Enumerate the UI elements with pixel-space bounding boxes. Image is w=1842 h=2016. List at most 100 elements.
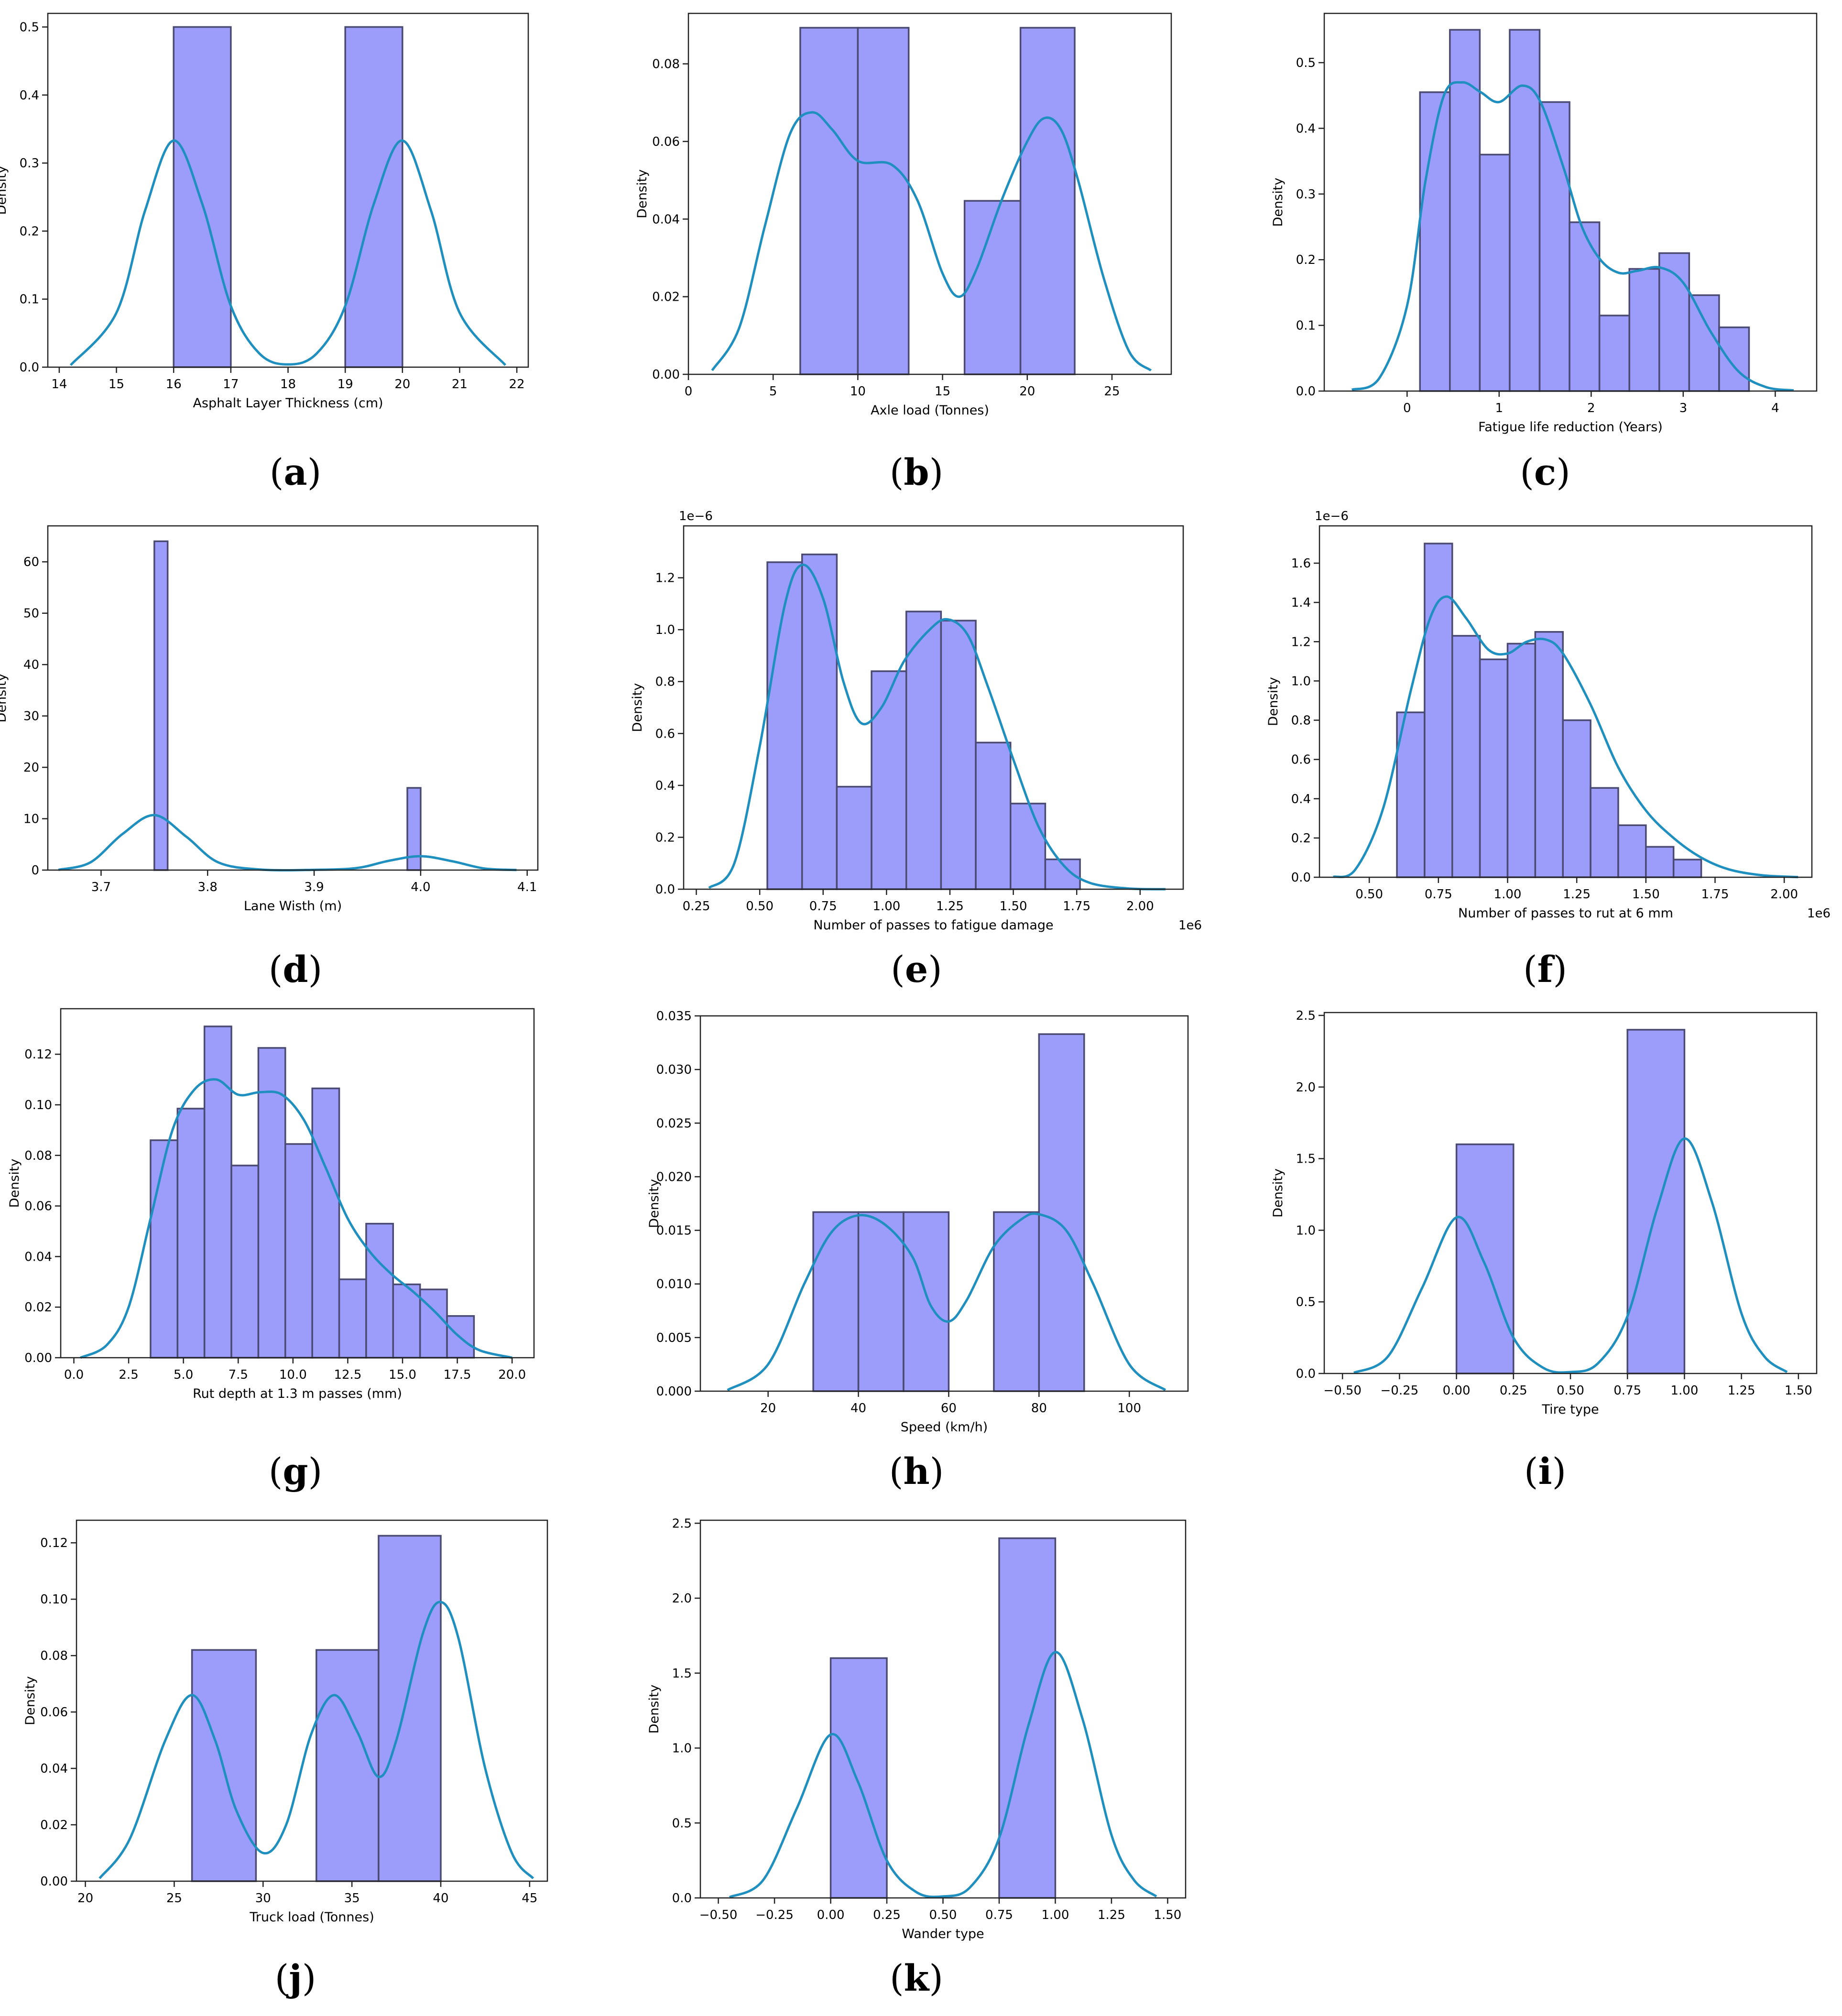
bar-f-5: [1534, 631, 1564, 878]
bar-g-1: [176, 1108, 206, 1359]
panel-label-letter: i: [1538, 1450, 1552, 1493]
panel-label-close-paren: ): [929, 451, 944, 493]
panel-label-open-paren: (: [891, 948, 905, 991]
x-axis-title-e: Number of passes to fatigue damage: [813, 918, 1053, 933]
bar-c-10: [1718, 326, 1750, 392]
plot-frame-j: [76, 1519, 548, 1882]
y-tick-label-k-1: 0.5: [672, 1816, 692, 1831]
x-tick-label-b-1: 5: [769, 384, 777, 399]
x-tick-label-f-2: 1.00: [1494, 887, 1522, 902]
bar-f-1: [1424, 543, 1453, 878]
x-tick-label-f-3: 1.25: [1563, 887, 1591, 902]
y-tick-label-g-4: 0.08: [24, 1149, 52, 1163]
y-tick-label-c-3: 0.3: [1296, 187, 1316, 202]
y-tick-label-e-1: 0.2: [655, 830, 675, 845]
x-tick-label-g-8: 20.0: [498, 1368, 526, 1382]
panel-label-close-paren: ): [308, 948, 323, 991]
y-tick-label-f-1: 0.2: [1291, 831, 1311, 846]
x-tick-label-k-2: 0.00: [817, 1908, 845, 1922]
y-tick-label-f-7: 1.4: [1291, 596, 1311, 610]
y-tick-label-k-3: 1.5: [672, 1667, 692, 1681]
x-tick-label-k-7: 1.25: [1098, 1908, 1125, 1922]
panel-label-close-paren: ): [1552, 1450, 1567, 1493]
panel-label-close-paren: ): [1556, 451, 1570, 493]
panel-label-close-paren: ): [308, 1450, 323, 1493]
x-axis-title-b: Axle load (Tonnes): [871, 403, 989, 418]
panel-label-close-paren: ): [929, 1450, 944, 1493]
x-tick-label-k-5: 0.75: [985, 1908, 1013, 1922]
bar-h-4: [1038, 1033, 1085, 1392]
kde-curve-g: [80, 1078, 512, 1359]
y-axis-title-a: Density: [0, 166, 9, 215]
y-tick-label-j-5: 0.10: [40, 1592, 68, 1607]
y-tick-label-g-3: 0.06: [24, 1199, 52, 1214]
x-tick-label-a-5: 19: [338, 377, 353, 392]
x-tick-label-h-1: 40: [850, 1401, 866, 1416]
bar-e-2: [836, 785, 872, 890]
panel-label-letter: j: [289, 1957, 302, 1999]
y-axis-title-i: Density: [1271, 1168, 1286, 1218]
panel-label-k: (k): [845, 1957, 988, 1999]
panel-label-letter: b: [904, 451, 929, 493]
y-tick-label-b-1: 0.02: [652, 290, 680, 305]
bar-i-1: [1626, 1029, 1686, 1374]
y-tick-label-h-1: 0.005: [656, 1331, 692, 1345]
y-tick-label-i-3: 1.5: [1296, 1152, 1316, 1166]
panel-label-open-paren: (: [1520, 451, 1534, 493]
y-tick-label-h-3: 0.015: [656, 1224, 692, 1238]
panel-label-open-paren: (: [269, 451, 284, 493]
y-tick-label-a-2: 0.2: [20, 224, 39, 239]
x-tick-label-k-1: −0.25: [755, 1908, 794, 1922]
y-tick-label-a-5: 0.5: [20, 20, 39, 34]
y-tick-label-g-5: 0.10: [24, 1098, 52, 1112]
x-tick-label-e-4: 1.25: [936, 899, 964, 914]
bar-h-3: [993, 1211, 1040, 1392]
x-tick-label-e-5: 1.50: [1000, 899, 1027, 914]
y-tick-label-h-4: 0.020: [656, 1170, 692, 1184]
y-axis-title-j: Density: [23, 1676, 38, 1725]
y-tick-label-k-2: 1.0: [672, 1742, 692, 1756]
x-axis-title-h: Speed (km/h): [901, 1420, 988, 1435]
panel-label-g: (g): [224, 1450, 367, 1493]
bar-f-2: [1451, 635, 1481, 878]
bar-k-0: [829, 1657, 888, 1899]
y-axis-title-c: Density: [1271, 178, 1286, 227]
x-tick-label-g-2: 5.0: [174, 1368, 193, 1382]
panel-label-letter: c: [1534, 451, 1557, 493]
x-tick-label-g-6: 15.0: [389, 1368, 416, 1382]
y-tick-label-f-4: 0.8: [1291, 714, 1311, 728]
y-tick-label-f-5: 1.0: [1291, 674, 1311, 688]
panel-label-e: (e): [845, 948, 988, 991]
y-tick-label-g-2: 0.04: [24, 1250, 52, 1264]
bar-a-1: [344, 26, 403, 368]
x-tick-label-i-1: −0.25: [1381, 1384, 1419, 1398]
x-tick-label-c-3: 3: [1679, 401, 1688, 415]
x-tick-label-j-2: 30: [255, 1891, 271, 1906]
bar-g-7: [338, 1278, 367, 1359]
bar-k-1: [998, 1537, 1057, 1899]
panel-label-i: (i): [1473, 1450, 1617, 1493]
y-tick-label-c-0: 0.0: [1296, 384, 1316, 399]
y-tick-label-h-7: 0.035: [656, 1009, 692, 1024]
y-tick-label-d-6: 60: [23, 555, 39, 569]
y-tick-label-c-1: 0.1: [1296, 319, 1316, 333]
y-tick-label-c-2: 0.2: [1296, 253, 1316, 267]
x-tick-label-d-4: 4.1: [517, 880, 537, 894]
y-tick-label-i-4: 2.0: [1296, 1080, 1316, 1095]
x-tick-label-f-5: 1.75: [1701, 887, 1729, 902]
y-tick-label-g-1: 0.02: [24, 1300, 52, 1315]
bar-b-1: [857, 27, 910, 375]
x-tick-label-j-3: 35: [344, 1891, 360, 1906]
panel-label-open-paren: (: [1524, 1450, 1538, 1493]
bar-h-0: [812, 1211, 860, 1392]
x-tick-label-i-5: 0.75: [1613, 1384, 1641, 1398]
y-tick-label-f-0: 0.0: [1291, 871, 1311, 885]
x-axis-title-c: Fatigue life reduction (Years): [1478, 420, 1663, 435]
x-tick-label-i-4: 0.50: [1557, 1384, 1584, 1398]
x-tick-label-c-0: 0: [1403, 401, 1411, 415]
y-tick-label-f-8: 1.6: [1291, 556, 1311, 571]
panel-label-h: (h): [845, 1450, 988, 1493]
